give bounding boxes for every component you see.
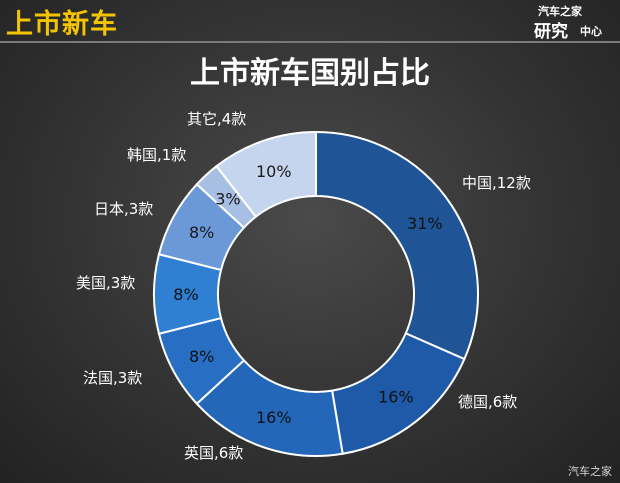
slice-category-label: 日本,3款 xyxy=(94,200,153,218)
research-center-logo: 汽车之家 研究 中心 xyxy=(532,3,614,42)
slice-category-label: 德国,6款 xyxy=(458,393,517,411)
slice-percent-label: 8% xyxy=(173,285,198,304)
slice-percent-label: 31% xyxy=(407,214,443,233)
slice-percent-label: 3% xyxy=(215,189,240,208)
slice-percent-label: 8% xyxy=(189,347,214,366)
logo-line2: 研究 xyxy=(534,22,568,42)
donut-slice-其它 xyxy=(215,130,317,219)
header-divider xyxy=(0,41,620,43)
slice-category-label: 其它,4款 xyxy=(187,110,246,128)
slice-category-label: 法国,3款 xyxy=(83,369,142,387)
slice-category-label: 英国,6款 xyxy=(184,444,243,462)
slice-percent-label: 8% xyxy=(189,223,214,242)
slice-category-label: 美国,3款 xyxy=(76,274,135,292)
header-title: 上市新车 xyxy=(6,9,118,40)
slice-percent-label: 10% xyxy=(256,162,292,181)
slice-category-label: 韩国,1款 xyxy=(127,146,186,164)
slice-percent-label: 16% xyxy=(256,408,292,427)
slice-percent-label: 16% xyxy=(378,388,414,407)
logo-line1: 汽车之家 xyxy=(538,5,582,18)
slice-category-label: 中国,12款 xyxy=(462,174,531,192)
watermark: 汽车之家 xyxy=(568,465,612,478)
logo-line3: 中心 xyxy=(580,25,602,38)
donut-slice-中国 xyxy=(315,130,479,361)
chart-title: 上市新车国别占比 xyxy=(190,56,430,91)
